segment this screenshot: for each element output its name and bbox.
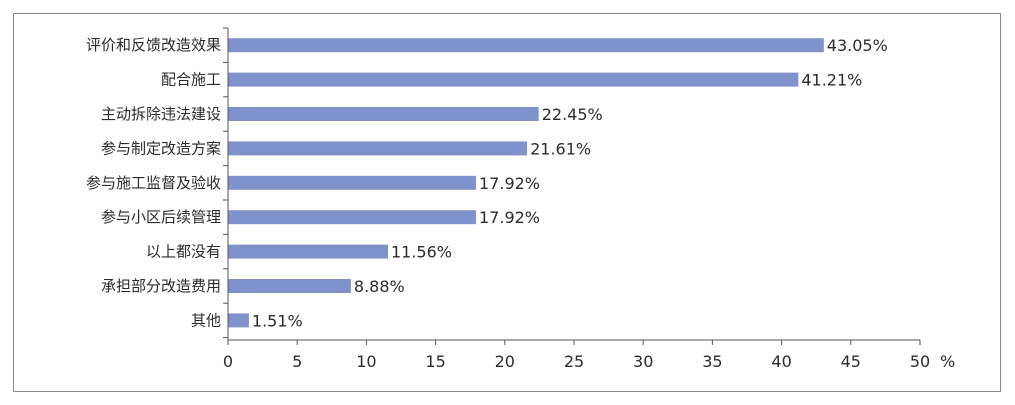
value-label: 43.05%: [827, 36, 888, 55]
value-label: 17.92%: [479, 208, 540, 227]
value-label: 11.56%: [391, 243, 452, 262]
value-label: 22.45%: [542, 105, 603, 124]
x-tick-label: 0: [223, 352, 233, 371]
x-axis-unit: %: [940, 352, 955, 371]
value-label: 17.92%: [479, 174, 540, 193]
category-label: 参与制定改造方案: [101, 139, 221, 157]
category-label: 评价和反馈改造效果: [86, 36, 221, 54]
x-tick-label: 5: [292, 352, 302, 371]
bar: [228, 107, 539, 121]
category-label: 其他: [191, 311, 221, 329]
x-tick-label: 15: [425, 352, 445, 371]
value-label: 1.51%: [252, 311, 303, 330]
x-tick-label: 10: [356, 352, 376, 371]
x-tick-label: 40: [771, 352, 791, 371]
bar: [228, 141, 528, 156]
category-label: 参与小区后续管理: [101, 208, 221, 226]
category-label: 主动拆除违法建设: [101, 105, 221, 123]
value-label: 21.61%: [530, 139, 591, 158]
bar: [228, 210, 477, 225]
x-tick-label: 25: [564, 352, 584, 371]
category-label: 以上都没有: [146, 243, 221, 261]
x-tick-label: 30: [633, 352, 653, 371]
bar: [228, 313, 249, 328]
category-label: 配合施工: [161, 71, 221, 89]
value-label: 41.21%: [801, 71, 862, 90]
value-label: 8.88%: [354, 277, 405, 296]
x-tick-label: 45: [841, 352, 861, 371]
bar: [228, 279, 351, 293]
x-tick-label: 20: [495, 352, 515, 371]
bar: [228, 38, 824, 53]
bar: [228, 244, 388, 259]
x-tick-label: 50: [910, 352, 930, 371]
x-tick-label: 35: [702, 352, 722, 371]
category-label: 参与施工监督及验收: [86, 174, 221, 192]
category-label: 承担部分改造费用: [101, 277, 221, 295]
bar: [228, 175, 477, 190]
bar: [228, 72, 799, 87]
